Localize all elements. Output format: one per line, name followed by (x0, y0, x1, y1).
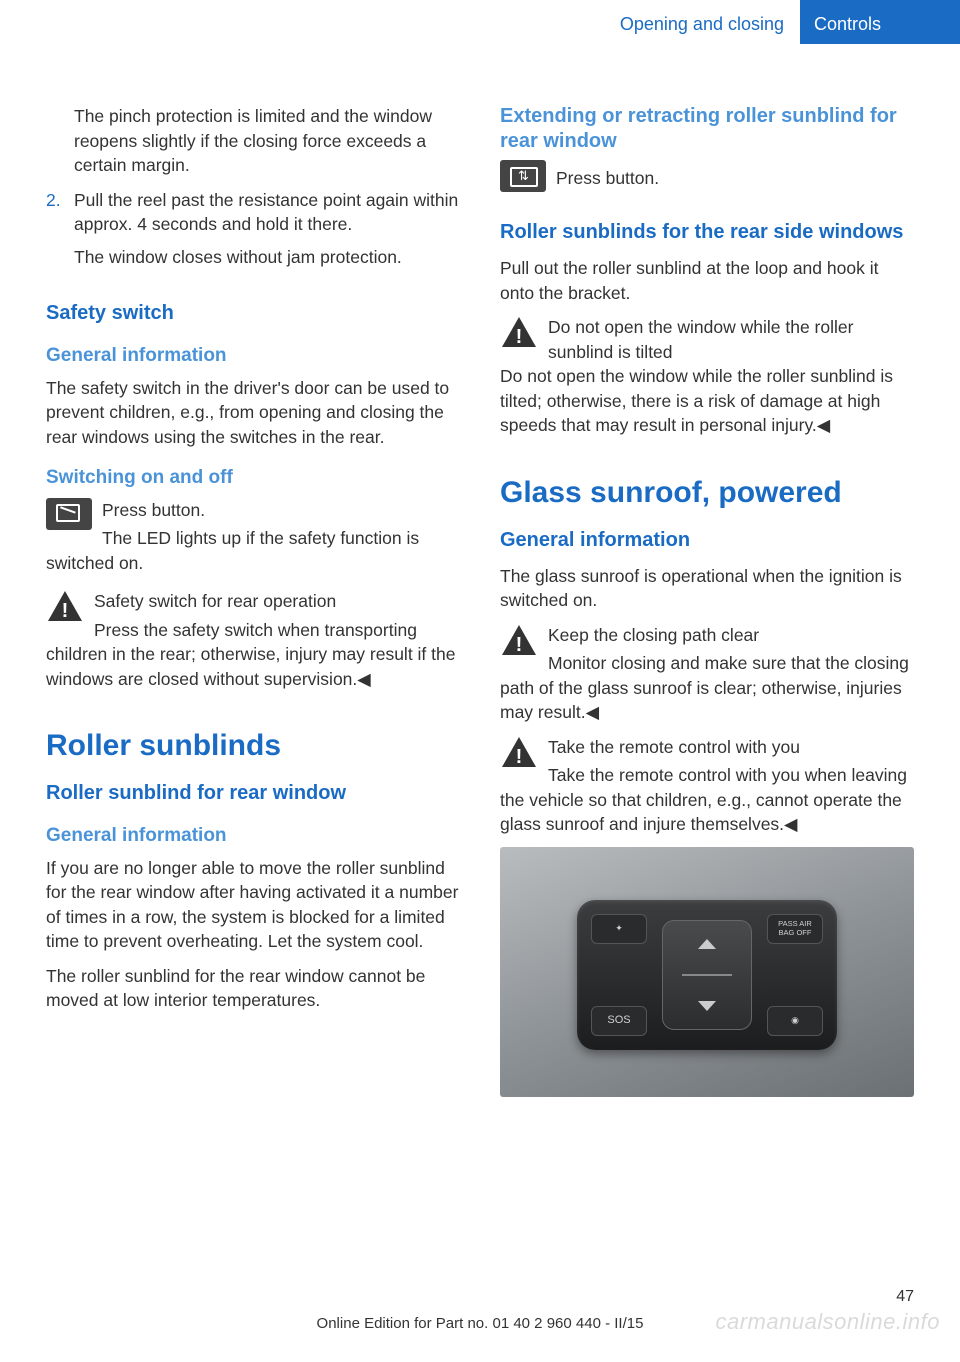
paragraph: If you are no longer able to move the ro… (46, 856, 460, 954)
paragraph: The pinch protection is limited and the … (74, 104, 460, 178)
heading-roller-rear: Roller sunblind for rear window (46, 779, 460, 807)
paragraph: Press button. (500, 160, 914, 191)
heading-switching: Switching on and off (46, 465, 460, 492)
panel-button-top-left: ✦ (591, 914, 647, 944)
warning-title: Take the remote control with you (500, 735, 914, 760)
warning-block: ! Do not open the window while the rolle… (500, 315, 914, 364)
svg-text:!: ! (516, 746, 523, 768)
warning-title: Safety switch for rear operation (46, 589, 460, 614)
panel-button-airbag: PASS AIR BAG OFF (767, 914, 823, 944)
page-header: Opening and closing Controls (0, 0, 960, 44)
paragraph: Pull the reel past the resistance point … (74, 188, 460, 237)
warning-body: Press the safety switch when transportin… (46, 618, 460, 692)
heading-roller-general: General information (46, 823, 460, 850)
warning-triangle-icon: ! (500, 735, 538, 769)
panel-button-bottom-right: ◉ (767, 1006, 823, 1036)
heading-glass-sunroof: Glass sunroof, powered (500, 472, 914, 514)
footer-edition: Online Edition for Part no. 01 40 2 960 … (0, 1313, 960, 1334)
warning-body: Monitor closing and make sure that the c… (500, 651, 914, 725)
list-item: 2. Pull the reel past the resistance poi… (46, 188, 460, 278)
heading-safety-switch: Safety switch (46, 299, 460, 327)
page-number: 47 (896, 1286, 914, 1308)
warning-title: Do not open the window while the roller … (500, 315, 914, 364)
page-body: The pinch protection is limited and the … (0, 44, 960, 1097)
svg-text:!: ! (62, 600, 69, 622)
warning-triangle-icon: ! (46, 589, 84, 623)
sunblind-button-icon (500, 160, 546, 192)
header-chapter: Controls (800, 0, 960, 44)
icon-text-block: Press button. (500, 160, 914, 192)
warning-block: ! Take the remote control with you Take … (500, 735, 914, 837)
paragraph: The roller sunblind for the rear window … (46, 964, 460, 1013)
list-number: 2. (46, 188, 74, 278)
sunroof-control-photo: ✦ PASS AIR BAG OFF SOS ◉ (500, 847, 914, 1097)
warning-body: Take the remote control with you when le… (500, 763, 914, 837)
paragraph: The safety switch in the driver's door c… (46, 376, 460, 450)
heading-roller-sunblinds: Roller sunblinds (46, 725, 460, 767)
paragraph: Pull out the roller sunblind at the loop… (500, 256, 914, 305)
warning-block: ! Keep the closing path clear Monitor cl… (500, 623, 914, 725)
warning-triangle-icon: ! (500, 623, 538, 657)
warning-body: Do not open the window while the roller … (500, 364, 914, 438)
left-column: The pinch protection is limited and the … (46, 104, 460, 1097)
heading-side-sunblinds: Roller sunblinds for the rear side windo… (500, 218, 914, 246)
paragraph: The window closes without jam protection… (74, 245, 460, 270)
heading-extend-retract: Extending or retracting roller sunblind … (500, 104, 914, 154)
heading-general-info: General information (46, 343, 460, 370)
svg-text:!: ! (516, 634, 523, 656)
header-section: Opening and closing (620, 0, 800, 44)
warning-title: Keep the closing path clear (500, 623, 914, 648)
right-column: Extending or retracting roller sunblind … (500, 104, 914, 1097)
warning-triangle-icon: ! (500, 315, 538, 349)
sunroof-rocker-switch (662, 920, 752, 1030)
panel-button-sos: SOS (591, 1006, 647, 1036)
safety-switch-button-icon (46, 498, 92, 530)
warning-block: ! Safety switch for rear operation Press… (46, 589, 460, 691)
svg-text:!: ! (516, 326, 523, 348)
overhead-panel: ✦ PASS AIR BAG OFF SOS ◉ (577, 900, 837, 1050)
paragraph: The LED lights up if the safety function… (46, 526, 460, 575)
icon-text-block: Press button. The LED lights up if the s… (46, 498, 460, 576)
heading-glass-general: General information (500, 526, 914, 554)
paragraph: The glass sunroof is operational when th… (500, 564, 914, 613)
paragraph: Press button. (46, 498, 460, 523)
